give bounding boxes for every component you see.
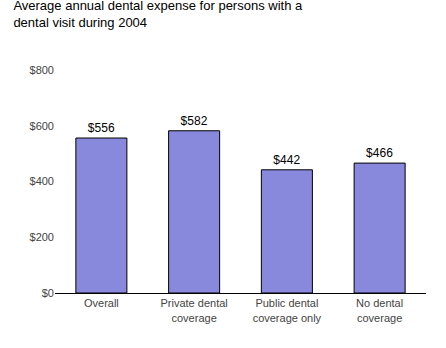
svg-text:$800: $800 (30, 64, 54, 76)
svg-text:$600: $600 (30, 120, 54, 132)
svg-text:$400: $400 (30, 175, 54, 187)
svg-text:$556: $556 (88, 121, 115, 135)
svg-text:No dentalcoverage: No dentalcoverage (356, 297, 403, 323)
svg-text:$582: $582 (181, 114, 208, 128)
svg-text:$200: $200 (30, 231, 54, 243)
svg-text:$466: $466 (366, 146, 393, 160)
svg-text:$442: $442 (273, 153, 300, 167)
svg-text:Private dentalcoverage: Private dentalcoverage (160, 297, 227, 323)
svg-text:$0: $0 (42, 287, 54, 299)
svg-text:Average annual dental expense: Average annual dental expense for person… (13, 0, 303, 30)
svg-text:Overall: Overall (84, 297, 119, 309)
svg-text:Public dentalcoverage only: Public dentalcoverage only (253, 297, 322, 323)
